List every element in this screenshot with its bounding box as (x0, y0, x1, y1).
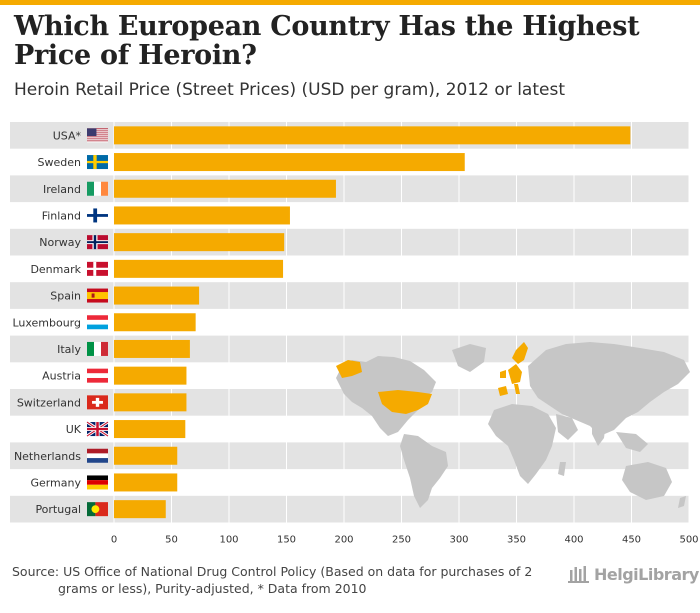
category-label: Portugal (35, 503, 81, 516)
x-tick-label: 500 (679, 535, 698, 546)
map-europe-highlight (508, 364, 522, 384)
category-label: Norway (39, 236, 81, 249)
row-band (10, 228, 689, 256)
spain-flag-icon (87, 288, 108, 303)
x-tick-label: 350 (507, 535, 526, 546)
category-label: Germany (30, 476, 81, 489)
category-label: Switzerland (17, 396, 81, 409)
x-tick-label: 150 (277, 535, 296, 546)
category-label: USA* (53, 129, 82, 142)
map-new-zealand (678, 496, 686, 508)
x-tick-label: 400 (564, 535, 583, 546)
top-accent-bar (0, 0, 700, 5)
source-note: Source: US Office of National Drug Contr… (12, 563, 552, 597)
chart-subtitle: Heroin Retail Price (Street Prices) (USD… (14, 80, 565, 100)
chart-title: Which European Country Has the Highest P… (14, 11, 640, 71)
category-label: UK (66, 423, 82, 436)
bar (114, 286, 200, 305)
map-south-america (400, 434, 448, 508)
map-alaska-highlight (336, 360, 362, 378)
map-uk-highlight (500, 370, 506, 378)
bar (114, 446, 178, 465)
source-line-2: grams or less), Purity-adjusted, * Data … (58, 581, 367, 596)
row-band (10, 495, 689, 523)
bar (114, 339, 190, 358)
bar (114, 126, 631, 145)
row-band (10, 282, 689, 309)
x-tick-label: 450 (622, 535, 641, 546)
category-label: Italy (57, 343, 81, 356)
category-label: Denmark (30, 263, 81, 276)
x-tick-label: 300 (449, 535, 468, 546)
map-italy-highlight (514, 384, 520, 394)
netherlands-flag-icon (87, 448, 108, 463)
source-line-1: Source: US Office of National Drug Contr… (12, 564, 533, 579)
map-africa (488, 404, 556, 484)
bar (114, 313, 196, 332)
uk-flag-icon (86, 420, 109, 438)
x-tick-label: 100 (219, 535, 238, 546)
bar (114, 473, 178, 492)
bar (114, 259, 284, 278)
map-scandinavia-highlight (512, 342, 528, 364)
bar (114, 179, 336, 198)
map-australia (622, 462, 672, 500)
map-southeast-asia (616, 432, 648, 452)
category-label: Sweden (38, 156, 81, 169)
helgilibrary-logo: HelgiLibrary (568, 562, 699, 586)
finland-flag-icon (87, 208, 108, 223)
us-flag-icon (87, 128, 108, 143)
row-band (10, 442, 689, 470)
map-usa-highlight (378, 390, 432, 414)
world-map (336, 342, 690, 508)
logo-text: HelgiLibrary (594, 564, 699, 584)
map-arabia (556, 414, 578, 440)
germany-flag-icon (87, 475, 108, 490)
bar (114, 500, 166, 519)
map-madagascar (558, 462, 566, 476)
x-axis-ticks: 0 50 100 150 200 250 300 350 400 450 500 (111, 535, 699, 546)
luxembourg-flag-icon (87, 315, 108, 330)
map-eurasia (528, 342, 690, 436)
sweden-flag-icon (87, 155, 108, 170)
ireland-flag-icon (87, 181, 108, 196)
norway-flag-icon (87, 235, 108, 250)
map-greenland (452, 344, 486, 372)
row-band (10, 175, 689, 203)
x-tick-label: 200 (334, 535, 353, 546)
bar (114, 366, 187, 385)
switzerland-flag-icon (87, 395, 108, 410)
flags (86, 128, 109, 517)
category-label: Finland (42, 209, 81, 222)
denmark-flag-icon (87, 261, 108, 276)
x-tick-label: 50 (165, 535, 178, 546)
bar-chart: USA* Sweden Ireland Finland Norway Denmark Spa… (10, 122, 699, 546)
row-bands (10, 122, 689, 523)
category-label: Luxembourg (12, 316, 81, 329)
category-labels: USA* Sweden Ireland Finland Norway Denmark Spa… (12, 129, 81, 516)
map-iberia-highlight (498, 386, 508, 396)
bar (114, 393, 187, 412)
austria-flag-icon (87, 368, 108, 383)
x-tick-label: 0 (111, 535, 117, 546)
bar (114, 206, 290, 225)
library-building-icon (568, 566, 589, 583)
category-label: Netherlands (14, 450, 81, 463)
category-label: Austria (42, 370, 81, 383)
x-tick-label: 250 (392, 535, 411, 546)
category-label: Spain (50, 290, 81, 303)
italy-flag-icon (87, 341, 108, 356)
portugal-flag-icon (87, 502, 108, 517)
bar (114, 420, 186, 439)
bar (114, 153, 465, 172)
category-label: Ireland (43, 183, 81, 196)
map-india (592, 420, 606, 446)
bar (114, 233, 285, 252)
bars (114, 126, 631, 519)
